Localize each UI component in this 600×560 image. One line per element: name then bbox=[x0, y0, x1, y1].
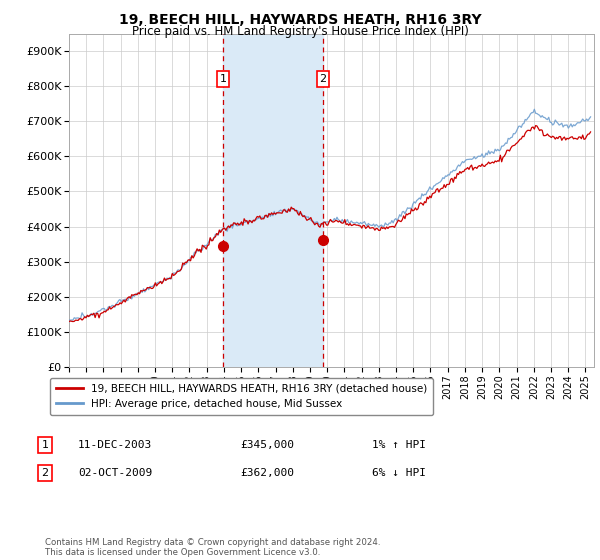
Text: 11-DEC-2003: 11-DEC-2003 bbox=[78, 440, 152, 450]
Legend: 19, BEECH HILL, HAYWARDS HEATH, RH16 3RY (detached house), HPI: Average price, d: 19, BEECH HILL, HAYWARDS HEATH, RH16 3RY… bbox=[50, 377, 433, 416]
Text: £362,000: £362,000 bbox=[240, 468, 294, 478]
Text: 1% ↑ HPI: 1% ↑ HPI bbox=[372, 440, 426, 450]
Text: £345,000: £345,000 bbox=[240, 440, 294, 450]
Bar bbox=[223, 34, 323, 367]
Text: Price paid vs. HM Land Registry's House Price Index (HPI): Price paid vs. HM Land Registry's House … bbox=[131, 25, 469, 38]
Text: 02-OCT-2009: 02-OCT-2009 bbox=[78, 468, 152, 478]
Text: 19, BEECH HILL, HAYWARDS HEATH, RH16 3RY: 19, BEECH HILL, HAYWARDS HEATH, RH16 3RY bbox=[119, 13, 481, 27]
Text: 2: 2 bbox=[41, 468, 49, 478]
Text: Contains HM Land Registry data © Crown copyright and database right 2024.
This d: Contains HM Land Registry data © Crown c… bbox=[45, 538, 380, 557]
Text: 1: 1 bbox=[41, 440, 49, 450]
Text: 1: 1 bbox=[220, 74, 226, 84]
Text: 6% ↓ HPI: 6% ↓ HPI bbox=[372, 468, 426, 478]
Text: 2: 2 bbox=[319, 74, 326, 84]
